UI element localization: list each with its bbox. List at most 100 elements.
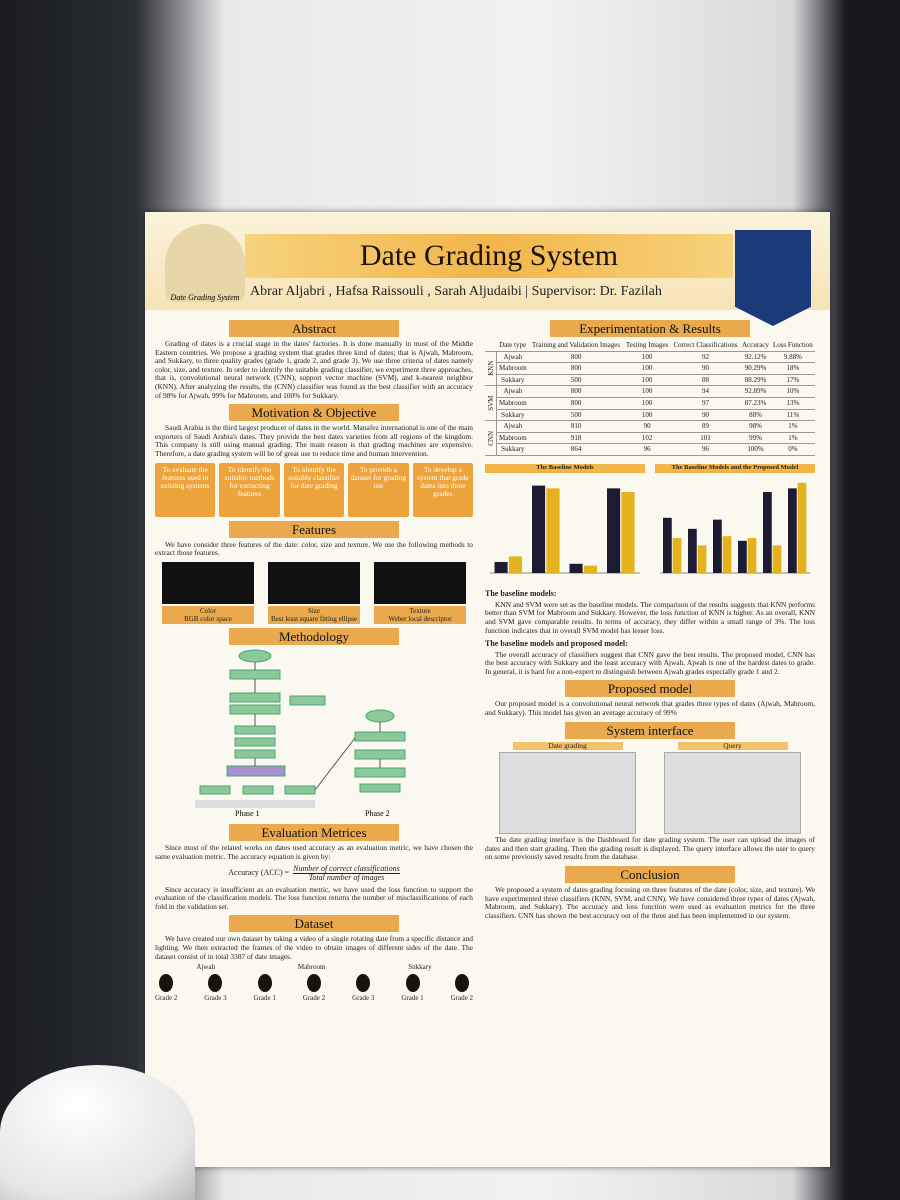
table-row: Sukkary 500 100 90 88% 11% (485, 409, 815, 422)
paragraph: Since accuracy is insufficient as an eva… (155, 884, 473, 911)
date-types: Ajwah Mabroom Sukkary (155, 963, 473, 972)
table-cell: 800 (528, 397, 624, 410)
bar (672, 537, 682, 573)
table-cell: 92.89% (740, 385, 771, 398)
header-cell (485, 340, 497, 352)
bar (763, 491, 772, 573)
table-cell: 500 (528, 374, 624, 387)
tabs: Date grading Query (485, 741, 815, 751)
table-cell: 100% (740, 443, 771, 456)
poster: Date Grading System Date Grading System … (145, 212, 830, 1167)
supervisor: Supervisor: Dr. Fazilah (531, 284, 662, 299)
heading: System interface (565, 721, 735, 739)
chart: The Baseline Models (485, 463, 645, 585)
table-cell: 90 (623, 420, 671, 433)
paragraph: We have consider three features of the d… (155, 539, 473, 558)
date-type: Ajwah (196, 963, 216, 972)
feature-method: Best least square fitting ellipse (271, 614, 357, 623)
bar (788, 487, 797, 573)
table-cell: 1% (770, 420, 815, 433)
table-cell: 99% (740, 432, 771, 445)
paragraph: Grading of dates is a crucial stage in t… (155, 339, 473, 400)
table-cell: 88.29% (740, 374, 771, 387)
charts: The Baseline Models The Baseline Models a… (485, 463, 815, 585)
feature-name: Size (307, 606, 321, 615)
paragraph: We have created our own dataset by takin… (155, 934, 473, 961)
table-row: KNN Ajwah 800 100 92 92.12% 9.88% (485, 351, 815, 386)
table-cell: 90 (670, 409, 741, 422)
grade: Grade 1 (401, 973, 424, 1003)
bar (722, 535, 732, 573)
table-cell: 89 (670, 420, 741, 433)
objectives: To evaluate the features used in existin… (155, 462, 474, 517)
grade: Grade 2 (451, 973, 473, 1003)
group-label: CNN (485, 420, 497, 456)
table-cell: 92.12% (740, 351, 771, 364)
table-cell: 87.23% (740, 397, 771, 410)
group-label: SVM (485, 385, 497, 421)
chart-title: The Baseline Models and the Proposed Mod… (655, 463, 815, 473)
flow-boxes (199, 649, 406, 795)
table-cell: 88% (740, 409, 771, 422)
chart-plot (490, 485, 640, 574)
flowchart: Phase 1 Phase 2 (195, 649, 406, 818)
table-cell: 100 (623, 362, 671, 375)
feature-list: Color RGB color space Size Best least squar… (155, 561, 473, 624)
heading: Proposed model (565, 680, 735, 698)
table-cell: 100 (623, 397, 671, 410)
grade: Grade 2 (155, 973, 178, 1003)
bar (532, 485, 546, 573)
feature: Texture Weber local descriptor (374, 561, 466, 624)
title: Date Grading System (245, 234, 733, 278)
table-cell: Sukkary (496, 409, 529, 422)
grade-list: Grade 2 Grade 3 Grade 1 Grade 2 Grade 3 Grade… (155, 973, 473, 1003)
table-cell: 100 (623, 374, 671, 387)
fraction: Number of correct classifications Total n… (293, 864, 400, 883)
date-photo (208, 973, 223, 992)
table-cell: Ajwah (496, 420, 529, 433)
objective: To develop a system that grade dates int… (412, 462, 474, 517)
objective: To provide a dataset for grading use (348, 462, 409, 517)
bar (607, 487, 621, 573)
bar (772, 544, 782, 573)
feature-label: Size Best least square fitting ellipse (268, 605, 360, 624)
table-cell: 90 (670, 362, 741, 375)
header-cell: Loss Function (770, 340, 815, 352)
table-row: CNN Ajwah 810 90 89 98% 1% (485, 420, 815, 456)
header-cell: Training and Validation Images (528, 340, 624, 352)
table-row: Mabroom 918 102 101 99% 1% (485, 432, 815, 445)
feature: Size Best least square fitting ellipse (268, 561, 360, 624)
grade: Grade 2 (303, 973, 325, 1003)
table-cell: 0% (770, 443, 815, 456)
date-photo (257, 973, 272, 992)
table-cell: Ajwah (496, 385, 529, 398)
authors: Abrar Aljabri , Hafsa Raissouli , Sarah … (250, 284, 522, 299)
table-cell: Mabroom (496, 432, 529, 445)
grade-label: Grade 1 (253, 993, 276, 1002)
objective: To evaluate the features used in existin… (155, 462, 216, 517)
paragraph: Saudi Arabia is the third largest produc… (155, 423, 473, 458)
table-cell: 918 (528, 432, 624, 445)
date-photo (454, 973, 469, 992)
table-cell: 11% (770, 409, 815, 422)
table-cell: 864 (528, 443, 624, 456)
table-cell: 10% (770, 385, 815, 398)
table-cell: Ajwah (496, 351, 529, 364)
table-cell: 102 (623, 432, 671, 445)
table-cell: Mabroom (496, 362, 529, 375)
grade: Grade 3 (204, 973, 227, 1003)
table-cell: 100 (623, 409, 671, 422)
table-row: Sukkary 500 100 88 88.29% 17% (485, 374, 815, 387)
paragraph: The overall accuracy of classifiers sugg… (485, 649, 815, 676)
bar (738, 540, 747, 573)
grade-label: Grade 3 (204, 993, 227, 1002)
header-cell: Correct Classifications (670, 340, 741, 352)
table-row: SVM Ajwah 800 100 94 92.89% 10% (485, 385, 815, 421)
screenshots (485, 752, 815, 835)
bar (621, 491, 635, 573)
group-label: KNN (485, 351, 497, 386)
grade-label: Grade 2 (155, 993, 178, 1002)
phase-label: Phase 1 (235, 809, 260, 818)
bar (747, 537, 757, 573)
feature-label: Color RGB color space (162, 605, 254, 624)
